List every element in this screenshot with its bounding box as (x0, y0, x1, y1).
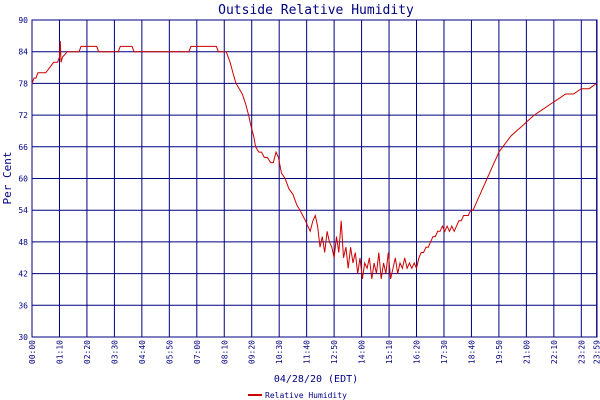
x-tick-label: 12:50 (330, 340, 339, 364)
x-tick-label: 07:00 (193, 340, 202, 364)
x-tick-label: 03:30 (110, 340, 119, 364)
x-tick-label: 18:40 (467, 340, 476, 364)
x-tick-label: 11:40 (303, 340, 312, 364)
legend-label-relative-humidity: Relative Humidity (265, 391, 347, 400)
x-tick-label: 19:50 (495, 340, 504, 364)
y-tick-label: 66 (18, 143, 28, 152)
y-tick-label: 60 (18, 175, 28, 184)
x-tick-label: 05:50 (165, 340, 174, 364)
x-tick-label: 08:10 (220, 340, 229, 364)
x-tick-labels: 00:00 01:10 02:20 03:30 04:40 05:50 07:00 08:10… (28, 340, 600, 364)
plot-frame (31, 19, 598, 338)
x-tick-label: 10:30 (275, 340, 284, 364)
x-tick-label: 23:59 (593, 340, 600, 364)
chart-title: Outside Relative Humidity (218, 3, 414, 18)
series-line-relative-humidity (31, 41, 597, 280)
y-axis-label: Per Cent (1, 152, 14, 205)
x-tick-label: 00:00 (28, 340, 37, 364)
y-tick-label: 48 (18, 238, 28, 247)
x-axis-label: 04/28/20 (EDT) (274, 374, 358, 385)
x-tick-label: 17:30 (440, 340, 449, 364)
x-tick-label: 22:10 (550, 340, 559, 364)
y-tick-label: 36 (18, 301, 28, 310)
x-tick-label: 21:00 (522, 340, 531, 364)
x-tick-label: 01:10 (55, 340, 64, 364)
x-tick-label: 09:20 (248, 340, 257, 364)
y-tick-label: 90 (18, 16, 28, 25)
y-tick-labels: 30 36 42 48 54 60 66 72 78 84 90 (18, 16, 28, 342)
grid-layer (31, 19, 598, 338)
x-tick-label: 23:20 (577, 340, 586, 364)
y-tick-label: 78 (18, 79, 28, 88)
legend: Relative Humidity (248, 391, 347, 400)
y-tick-label: 42 (18, 270, 28, 279)
x-tick-label: 15:10 (385, 340, 394, 364)
y-tick-label: 54 (18, 206, 28, 215)
y-tick-label: 84 (18, 48, 28, 57)
x-tick-label: 16:20 (413, 340, 422, 364)
x-tick-label: 14:00 (358, 340, 367, 364)
y-tick-label: 72 (18, 111, 28, 120)
x-tick-label: 04:40 (138, 340, 147, 364)
x-tick-label: 02:20 (83, 340, 92, 364)
series-layer (31, 41, 597, 280)
y-tick-label: 30 (18, 333, 28, 342)
